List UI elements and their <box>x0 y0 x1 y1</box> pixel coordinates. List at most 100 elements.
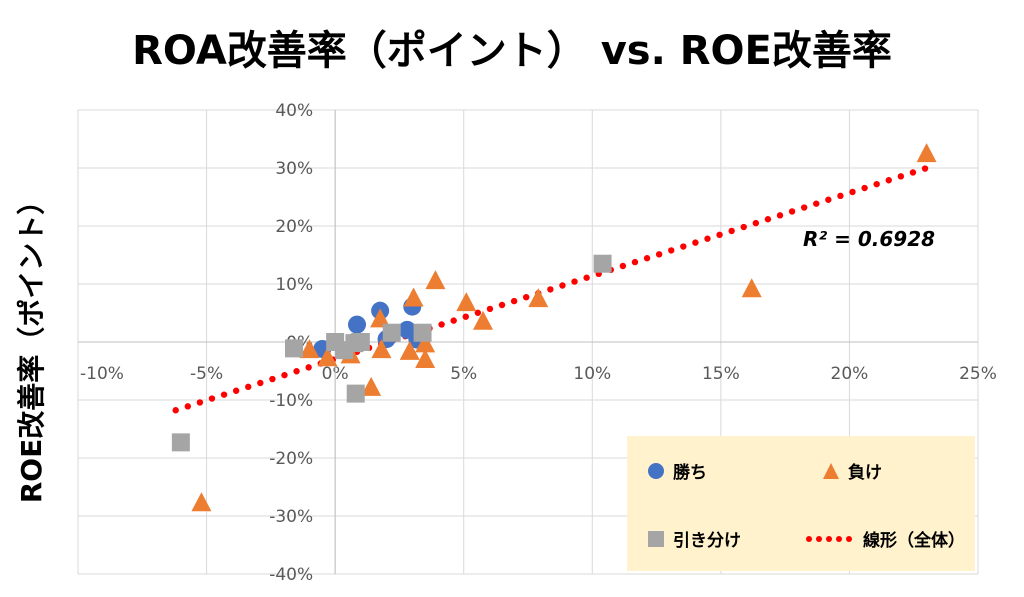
trendline-dot <box>269 375 276 383</box>
trendline-dot <box>873 180 880 188</box>
trendline-dot <box>245 383 252 391</box>
trendline-dot <box>305 364 312 371</box>
trendline-dot <box>184 403 191 410</box>
data-point-triangle <box>456 292 477 312</box>
trendline-dot <box>172 407 179 414</box>
trendline-dot <box>655 251 663 258</box>
r-squared-label: R² = 0.6928 <box>803 227 935 251</box>
x-tick-label: -10% <box>80 364 124 384</box>
data-point-triangle <box>191 492 212 512</box>
data-point-triangle <box>916 143 937 163</box>
data-point-square <box>171 433 190 452</box>
trendline-dot <box>728 227 735 235</box>
trendline-dot <box>837 192 844 200</box>
data-point-circle <box>348 315 366 334</box>
chart-title: ROA改善率（ポイント） vs. ROE改善率 <box>132 28 892 74</box>
data-point-triangle <box>399 340 420 360</box>
trendline-dot <box>740 223 747 231</box>
data-point-triangle <box>361 376 382 396</box>
trendline-dot <box>885 177 892 184</box>
legend-label: 線形（全体） <box>863 531 965 551</box>
trendline-dot <box>281 371 288 379</box>
trendline-dot <box>849 188 856 196</box>
trendline-dot <box>752 219 760 227</box>
y-tick-label: 10% <box>275 275 313 295</box>
trendline-dot <box>813 200 820 207</box>
data-point-square <box>593 254 612 273</box>
x-tick-label: -5% <box>190 364 223 384</box>
trendline-dot <box>474 309 482 316</box>
trendline-dot <box>680 243 687 250</box>
data-point-triangle <box>473 310 493 330</box>
data-point-square <box>413 323 432 342</box>
circle-marker-icon <box>648 462 664 479</box>
data-point-square <box>351 333 370 351</box>
data-point-triangle <box>371 339 392 359</box>
trendline-dot <box>450 317 457 324</box>
trendline-dot <box>788 208 796 215</box>
y-tick-label: -40% <box>269 565 313 585</box>
x-tick-label: 20% <box>831 364 869 384</box>
legend: 勝ち 負け 引き分け 線形（全体） <box>627 436 975 571</box>
triangle-marker-icon <box>823 462 839 479</box>
data-point-triangle <box>528 288 549 308</box>
legend-label: 負け <box>848 463 882 483</box>
trendline-dot <box>825 196 832 203</box>
data-point-triangle <box>317 347 338 367</box>
trendline-dot <box>643 255 651 262</box>
legend-item-draw: 引き分け <box>647 526 741 551</box>
x-tick-label: 5% <box>450 364 477 384</box>
x-tick-label: 25% <box>959 364 997 384</box>
data-point-triangle <box>741 278 762 298</box>
legend-label: 引き分け <box>673 531 741 551</box>
data-point-square <box>335 341 354 360</box>
data-point-triangle <box>415 348 436 368</box>
trendline-dot <box>668 247 675 254</box>
trendline-dot <box>293 368 300 375</box>
x-tick-label: 15% <box>702 364 740 384</box>
legend-item-trend: 線形（全体） <box>805 526 965 551</box>
dotted-line-icon <box>806 535 852 542</box>
trendline-dot <box>220 391 228 398</box>
trendline-dot <box>631 258 639 266</box>
trendline-dot <box>800 204 808 211</box>
y-tick-label: -10% <box>269 391 313 411</box>
trendline-dot <box>776 212 784 219</box>
square-marker-icon <box>648 530 664 547</box>
y-tick-label: 30% <box>275 159 313 179</box>
trendline-dot <box>571 278 578 285</box>
trendline-dot <box>462 313 469 320</box>
trendline-dot <box>486 305 494 313</box>
trendline-dot <box>547 286 554 293</box>
data-point-triangle <box>415 333 436 353</box>
y-tick-label: 40% <box>275 101 313 121</box>
trendline-dot <box>583 274 590 281</box>
trendline-dot <box>232 387 240 394</box>
trendline-dot <box>764 216 772 223</box>
data-point-triangle <box>403 287 424 307</box>
data-point-triangle <box>370 308 391 328</box>
legend-item-win: 勝ち <box>647 458 707 483</box>
y-tick-label: -20% <box>269 449 313 469</box>
trendline-dot <box>510 297 518 305</box>
legend-item-lose: 負け <box>822 458 882 483</box>
trendline-dot <box>897 173 905 180</box>
trendline-dot <box>257 379 264 387</box>
data-point-square <box>346 384 365 403</box>
data-point-triangle <box>425 270 446 290</box>
trendline-dot <box>704 235 711 242</box>
y-tick-label: -30% <box>269 507 313 527</box>
trendline-dot <box>438 321 445 328</box>
x-tick-label: 10% <box>573 364 611 384</box>
trendline-dot <box>196 399 204 406</box>
trendline-dot <box>619 262 627 270</box>
y-tick-label: 20% <box>275 217 313 237</box>
trendline-dot <box>498 301 506 309</box>
trendline-dot <box>692 239 699 246</box>
legend-label: 勝ち <box>673 463 707 483</box>
trendline-dot <box>921 165 929 172</box>
trendline-dot <box>523 293 530 301</box>
trendline-dot <box>861 184 868 192</box>
